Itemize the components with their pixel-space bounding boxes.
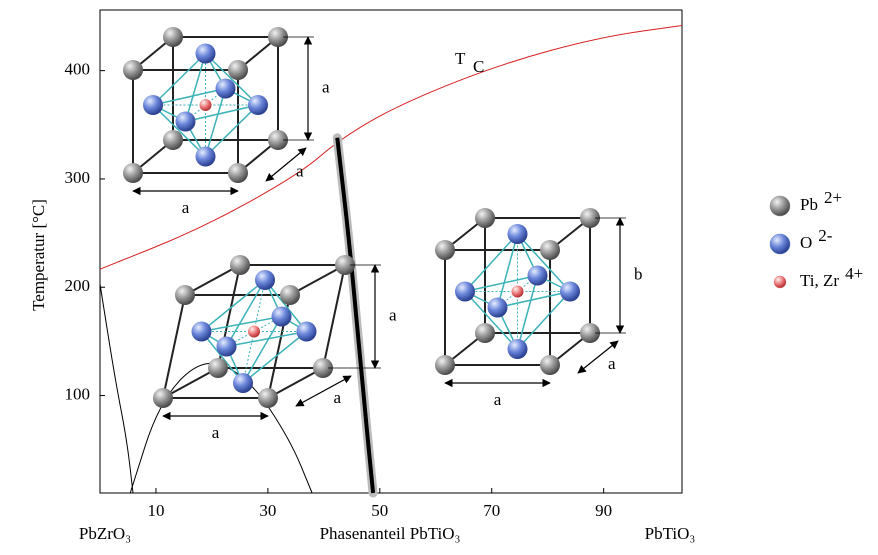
- atom: [248, 95, 268, 115]
- atom: [192, 322, 212, 342]
- dimension-label: a: [389, 305, 397, 324]
- atom: [200, 99, 212, 111]
- atom: [176, 112, 196, 132]
- legend-charge: 4+: [845, 264, 863, 283]
- x-tick-label: 10: [147, 501, 164, 520]
- legend-label: Pb: [800, 195, 818, 214]
- atom: [435, 355, 455, 375]
- x-tick-label: 30: [259, 501, 276, 520]
- octahedron-edge: [498, 292, 571, 308]
- octahedron-edge: [465, 276, 538, 292]
- dimension-label: a: [322, 77, 330, 96]
- atom: [272, 307, 292, 327]
- atom: [216, 79, 236, 99]
- dimension-label: a: [334, 388, 342, 407]
- x-axis-label: Phasenanteil PbTiO₃: [320, 524, 461, 543]
- atom: [528, 266, 548, 286]
- octahedron-edge: [153, 89, 226, 106]
- atom: [488, 298, 508, 318]
- atom: [143, 95, 163, 115]
- octahedron-edge: [202, 317, 282, 332]
- dimension-label: a: [296, 161, 304, 180]
- dimension-label: a: [608, 354, 616, 373]
- atom: [163, 130, 183, 150]
- x-right-label: PbTiO₃: [645, 524, 696, 543]
- tc-label: T: [455, 49, 466, 68]
- atom: [153, 388, 173, 408]
- atom: [508, 224, 528, 244]
- atom: [435, 240, 455, 260]
- line: [130, 363, 312, 493]
- atom: [540, 355, 560, 375]
- atom: [455, 282, 475, 302]
- atom: [228, 163, 248, 183]
- atom: [540, 240, 560, 260]
- atom: [230, 255, 250, 275]
- atom: [255, 270, 275, 290]
- legend-swatch: [774, 276, 786, 288]
- atom: [196, 147, 216, 167]
- atom: [228, 60, 248, 80]
- dimension-label: a: [212, 423, 220, 442]
- octahedron-edge: [227, 332, 307, 347]
- dimension-label: b: [634, 264, 643, 283]
- atom: [280, 285, 300, 305]
- dimension-label: a: [494, 390, 502, 409]
- atom: [208, 358, 228, 378]
- atom: [163, 27, 183, 47]
- atom: [475, 208, 495, 228]
- y-tick-label: 200: [65, 276, 91, 295]
- line: [100, 284, 133, 493]
- legend-swatch: [770, 234, 790, 254]
- legend-charge: 2-: [818, 226, 833, 245]
- dimension-arrow: [296, 376, 351, 406]
- atom: [175, 285, 195, 305]
- atom: [508, 339, 528, 359]
- chart: a a a a a a b a a Temperatur [°C] Phasenanteil P…: [0, 0, 878, 550]
- atom: [233, 373, 253, 393]
- octahedron-edge: [243, 332, 307, 384]
- atom: [248, 326, 260, 338]
- cell-edge: [323, 265, 345, 368]
- atom: [297, 322, 317, 342]
- x-tick-label: 50: [371, 501, 388, 520]
- atom: [123, 163, 143, 183]
- tc-subscript: C: [473, 57, 484, 76]
- y-axis-label: Temperatur [°C]: [29, 199, 48, 311]
- dimension-label: a: [182, 198, 190, 217]
- y-tick-label: 400: [65, 60, 91, 79]
- x-left-label: PbZrO₃: [79, 524, 131, 543]
- plot-frame: [100, 10, 682, 493]
- y-tick-label: 100: [65, 384, 91, 403]
- atom: [475, 323, 495, 343]
- line: [100, 25, 682, 269]
- atom: [512, 286, 524, 298]
- legend-swatch: [770, 196, 790, 216]
- legend-label: Ti, Zr: [800, 271, 839, 290]
- atom: [560, 282, 580, 302]
- y-tick-label: 300: [65, 168, 91, 187]
- line: [337, 138, 373, 493]
- atom: [196, 44, 216, 64]
- plot-area: [100, 25, 682, 493]
- atom: [123, 60, 143, 80]
- x-tick-label: 90: [595, 501, 612, 520]
- legend: Pb 2+ O 2- Ti, Zr 4+: [770, 188, 863, 290]
- octahedron-edge: [202, 280, 266, 332]
- atom: [258, 388, 278, 408]
- legend-charge: 2+: [824, 188, 842, 207]
- x-tick-label: 70: [483, 501, 500, 520]
- octahedron-edge: [186, 105, 259, 122]
- insets: a a a a a a b a a: [123, 27, 643, 442]
- legend-label: O: [800, 233, 812, 252]
- atom: [217, 337, 237, 357]
- cell-edge: [163, 295, 185, 398]
